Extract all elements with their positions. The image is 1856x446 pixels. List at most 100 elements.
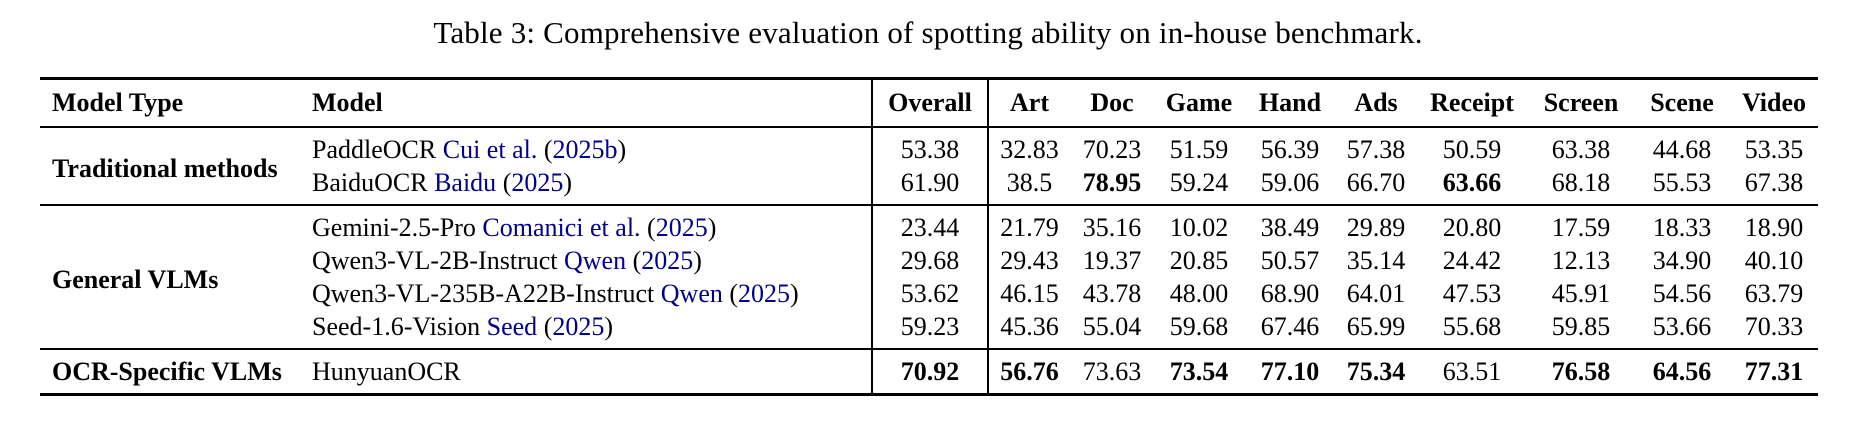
table-row: Traditional methods PaddleOCR Cui et al. … — [40, 126, 1818, 205]
score-ads: 66.70 — [1346, 167, 1406, 197]
model-cell: Seed-1.6-Vision Seed (2025) — [312, 311, 614, 341]
score-hand: 50.57 — [1260, 245, 1320, 275]
citation-year-link[interactable]: 2025 — [641, 245, 694, 275]
score-ads: 57.38 — [1336, 126, 1416, 166]
score-scene: 44.68 — [1634, 126, 1730, 166]
score-screen: 17.59 — [1528, 204, 1634, 244]
overall-score: 61.90 — [871, 166, 989, 205]
model-type-cell: General VLMs — [40, 204, 312, 349]
table-row: Qwen3-VL-235B-A22B-Instruct Qwen (2025) 5… — [40, 277, 1818, 310]
header-game: Game — [1154, 77, 1244, 128]
citation-link[interactable]: Qwen — [564, 245, 627, 275]
table-caption: Table 3: Comprehensive evaluation of spo… — [433, 15, 1423, 50]
table-body: Traditional methods PaddleOCR Cui et al. … — [40, 126, 1818, 396]
score-screen: 63.38 — [1528, 126, 1634, 166]
citation-link[interactable]: Baidu — [434, 167, 497, 197]
score-receipt: 50.59 — [1416, 126, 1528, 166]
score-hand: 59.06 — [1260, 167, 1320, 197]
score-art: 45.36 — [1000, 311, 1059, 341]
model-name: BaiduOCR — [312, 167, 428, 197]
score-video: 53.35 — [1730, 126, 1818, 166]
score-scene: 55.53 — [1652, 167, 1712, 197]
score-hand: 38.49 — [1244, 204, 1336, 244]
citation-year-link[interactable]: 2025 — [655, 212, 708, 242]
score-receipt: 20.80 — [1416, 204, 1528, 244]
model-name: PaddleOCR — [312, 134, 437, 164]
score-art: 29.43 — [1000, 245, 1059, 275]
citation-link[interactable]: Qwen — [660, 278, 723, 308]
score-ads: 29.89 — [1336, 204, 1416, 244]
score-art: 56.76 — [988, 348, 1070, 396]
citation-link[interactable]: Cui et al. — [442, 134, 538, 164]
model-name: Gemini-2.5-Pro — [312, 212, 476, 242]
header-video: Video — [1730, 77, 1818, 128]
model-name: HunyuanOCR — [312, 356, 461, 386]
score-art: 21.79 — [988, 204, 1070, 244]
score-hand: 77.10 — [1244, 348, 1336, 396]
score-game: 73.54 — [1154, 348, 1244, 396]
header-row: Model Type Model Overall Art Doc Game Hand A… — [40, 77, 1818, 128]
citation-year-link[interactable]: 2025 — [511, 167, 564, 197]
score-game: 20.85 — [1169, 245, 1229, 275]
model-cell: PaddleOCR Cui et al. (2025b) — [312, 126, 872, 166]
score-game: 10.02 — [1154, 204, 1244, 244]
header-overall: Overall — [871, 77, 989, 128]
score-doc: 55.04 — [1082, 311, 1142, 341]
model-type-cell: Traditional methods — [40, 126, 312, 205]
score-video: 40.10 — [1744, 245, 1804, 275]
citation-link[interactable]: Comanici et al. — [482, 212, 641, 242]
score-scene: 34.90 — [1652, 245, 1712, 275]
score-doc: 78.95 — [1082, 167, 1142, 197]
score-art: 46.15 — [1000, 278, 1059, 308]
header-model-type: Model Type — [40, 77, 312, 128]
score-receipt: 63.66 — [1442, 167, 1502, 197]
table-row: Seed-1.6-Vision Seed (2025) 59.23 45.36 55.… — [40, 310, 1818, 349]
score-screen: 12.13 — [1551, 245, 1611, 275]
header-art: Art — [988, 77, 1070, 128]
score-ads: 75.34 — [1336, 348, 1416, 396]
model-name: Seed-1.6-Vision — [312, 311, 481, 341]
score-ads: 65.99 — [1346, 311, 1406, 341]
model-type-cell: OCR-Specific VLMs — [40, 348, 312, 396]
results-table: Model Type Model Overall Art Doc Game Hand A… — [40, 77, 1818, 396]
score-game: 59.24 — [1169, 167, 1229, 197]
table-row: General VLMs Gemini-2.5-Pro Comanici et a… — [40, 204, 1818, 349]
header-screen: Screen — [1528, 77, 1634, 128]
score-video: 67.38 — [1744, 167, 1804, 197]
score-doc: 70.23 — [1070, 126, 1154, 166]
citation-year-link[interactable]: 2025b — [552, 134, 618, 164]
table-row: OCR-Specific VLMs HunyuanOCR 70.92 56.76 73.… — [40, 348, 1818, 396]
score-game: 48.00 — [1169, 278, 1229, 308]
score-scene: 18.33 — [1634, 204, 1730, 244]
citation-link[interactable]: Seed — [486, 311, 538, 341]
score-hand: 68.90 — [1260, 278, 1320, 308]
citation-year-link[interactable]: 2025 — [738, 278, 791, 308]
table-row: Qwen3-VL-2B-Instruct Qwen (2025) 29.68 29.… — [40, 244, 1818, 277]
score-screen: 68.18 — [1551, 167, 1611, 197]
score-screen: 45.91 — [1551, 278, 1611, 308]
header-doc: Doc — [1070, 77, 1154, 128]
score-hand: 67.46 — [1260, 311, 1320, 341]
score-art: 38.5 — [1006, 167, 1053, 197]
citation-year-link[interactable]: 2025 — [552, 311, 605, 341]
model-cell: Qwen3-VL-2B-Instruct Qwen (2025) — [312, 245, 702, 275]
score-doc: 19.37 — [1082, 245, 1142, 275]
score-scene: 53.66 — [1652, 311, 1712, 341]
score-receipt: 24.42 — [1442, 245, 1502, 275]
score-art: 32.83 — [988, 126, 1070, 166]
score-ads: 64.01 — [1346, 278, 1406, 308]
score-scene: 64.56 — [1634, 348, 1730, 396]
score-doc: 35.16 — [1070, 204, 1154, 244]
header-scene: Scene — [1634, 77, 1730, 128]
score-doc: 43.78 — [1082, 278, 1142, 308]
overall-score: 53.62 — [871, 277, 989, 310]
score-video: 70.33 — [1744, 311, 1804, 341]
header-model: Model — [312, 77, 872, 128]
score-ads: 35.14 — [1346, 245, 1406, 275]
score-screen: 76.58 — [1528, 348, 1634, 396]
model-cell: Qwen3-VL-235B-A22B-Instruct Qwen (2025) — [312, 278, 799, 308]
score-game: 59.68 — [1169, 311, 1229, 341]
score-scene: 54.56 — [1652, 278, 1712, 308]
overall-score: 23.44 — [871, 204, 989, 244]
score-video: 63.79 — [1744, 278, 1804, 308]
